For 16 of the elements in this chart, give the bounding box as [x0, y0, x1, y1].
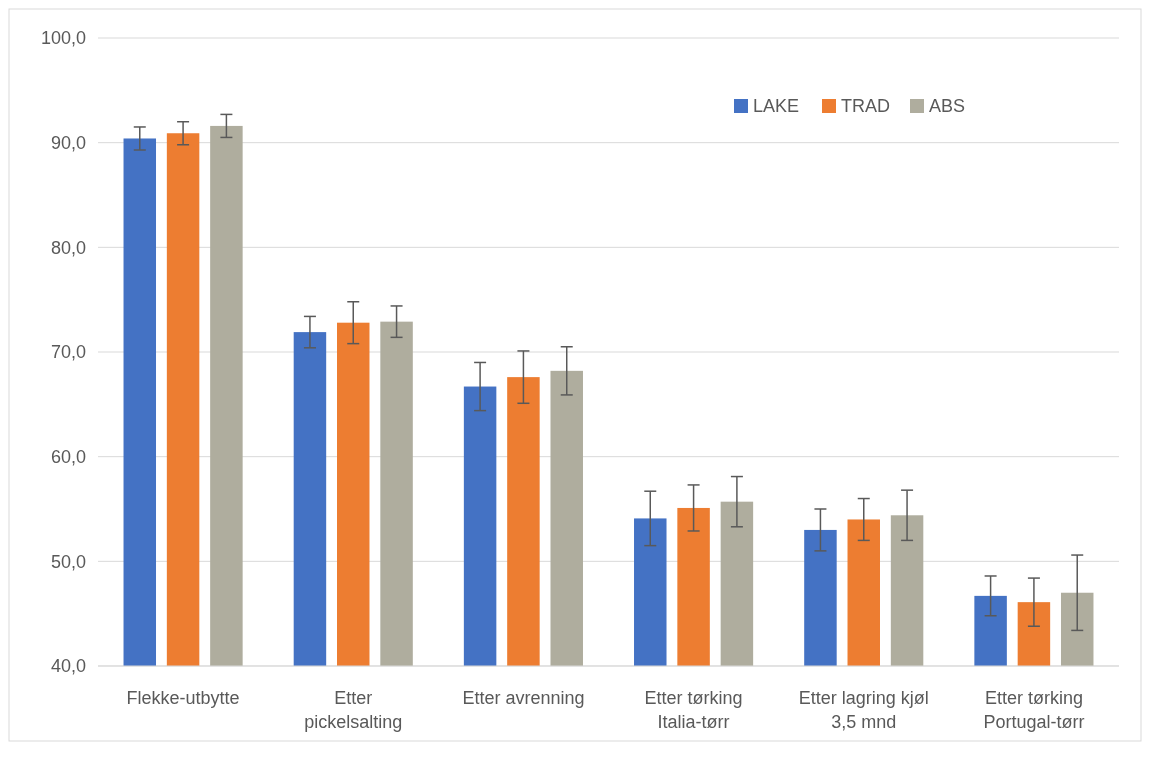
x-tick-label: Flekke-utbytte: [126, 688, 240, 708]
legend-label: ABS: [929, 96, 966, 117]
y-tick-label: 100,0: [40, 28, 86, 49]
y-tick-label: 60,0: [50, 446, 86, 467]
legend-label: TRAD: [841, 96, 890, 117]
x-tick-label: Etter tørking Italia-tørr: [644, 688, 743, 732]
legend-label: LAKE: [753, 96, 800, 117]
x-tick-label: Etter lagring kjøl 3,5 mnd: [798, 688, 929, 732]
y-tick-label: 40,0: [50, 656, 86, 677]
y-tick-label: 80,0: [50, 237, 86, 258]
x-tick-label: Etter pickelsalting: [304, 688, 403, 732]
y-tick-label: 90,0: [50, 132, 86, 153]
x-tick-label: Etter avrenning: [462, 688, 585, 708]
x-tick-label: Etter tørking Portugal-tørr: [983, 688, 1085, 732]
y-tick-label: 70,0: [50, 342, 86, 363]
y-tick-label: 50,0: [50, 551, 86, 572]
